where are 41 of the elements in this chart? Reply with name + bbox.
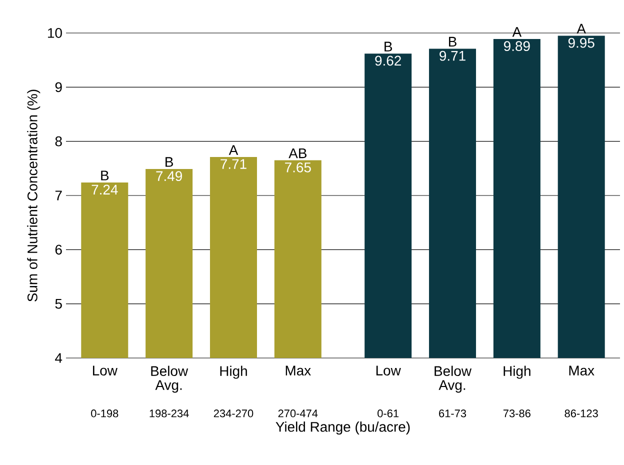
x-tick-label: Below Avg. bbox=[151, 366, 188, 393]
y-tick-label: 9 bbox=[55, 82, 62, 92]
x-axis-title: Yield Range (bu/acre) bbox=[276, 422, 410, 435]
y-tick-label: 5 bbox=[55, 298, 62, 309]
data-label: 9.95 bbox=[568, 38, 594, 48]
x-tick-label: Below Avg. bbox=[434, 366, 472, 393]
x-tick-label: Low bbox=[376, 366, 401, 376]
annotation: B bbox=[166, 157, 173, 167]
text: 270-474 bbox=[278, 410, 318, 418]
y-tick-label: 4 bbox=[55, 353, 62, 363]
annotation: A bbox=[576, 24, 586, 34]
x-tick-label: High bbox=[504, 366, 530, 379]
data-label: 7.65 bbox=[285, 162, 311, 172]
annotation: B bbox=[449, 36, 456, 47]
text: 61-73 bbox=[439, 410, 466, 418]
text: 86-123 bbox=[564, 410, 598, 418]
text: 0-61 bbox=[378, 410, 399, 418]
y-axis-title: Sum of Nutrient Concentration (%) bbox=[27, 90, 40, 302]
y-tick-label: 7 bbox=[55, 190, 62, 200]
x-tick-label: Max bbox=[286, 366, 311, 376]
text: 198-234 bbox=[150, 410, 189, 418]
data-label: 7.24 bbox=[92, 184, 118, 194]
text: 0-198 bbox=[91, 410, 118, 418]
data-label: 9.71 bbox=[440, 50, 466, 61]
text: 73-86 bbox=[503, 410, 530, 418]
x-tick-label: Max bbox=[569, 366, 594, 376]
y-tick-label: 10 bbox=[48, 28, 62, 38]
data-label: 9.89 bbox=[504, 41, 530, 52]
y-tick-label: 8 bbox=[55, 136, 62, 146]
annotation: B bbox=[101, 170, 109, 180]
annotation: A bbox=[512, 27, 522, 37]
data-label: 9.62 bbox=[375, 56, 401, 66]
annotation: AB bbox=[288, 148, 306, 158]
data-label: 7.71 bbox=[220, 159, 246, 169]
data-label: 7.49 bbox=[156, 171, 182, 182]
annotation: A bbox=[228, 145, 238, 155]
annotation: B bbox=[384, 42, 392, 52]
x-tick-label: Low bbox=[93, 366, 118, 376]
y-tick-label: 6 bbox=[55, 244, 62, 255]
text: 234-270 bbox=[214, 410, 254, 418]
x-tick-label: High bbox=[220, 366, 247, 379]
